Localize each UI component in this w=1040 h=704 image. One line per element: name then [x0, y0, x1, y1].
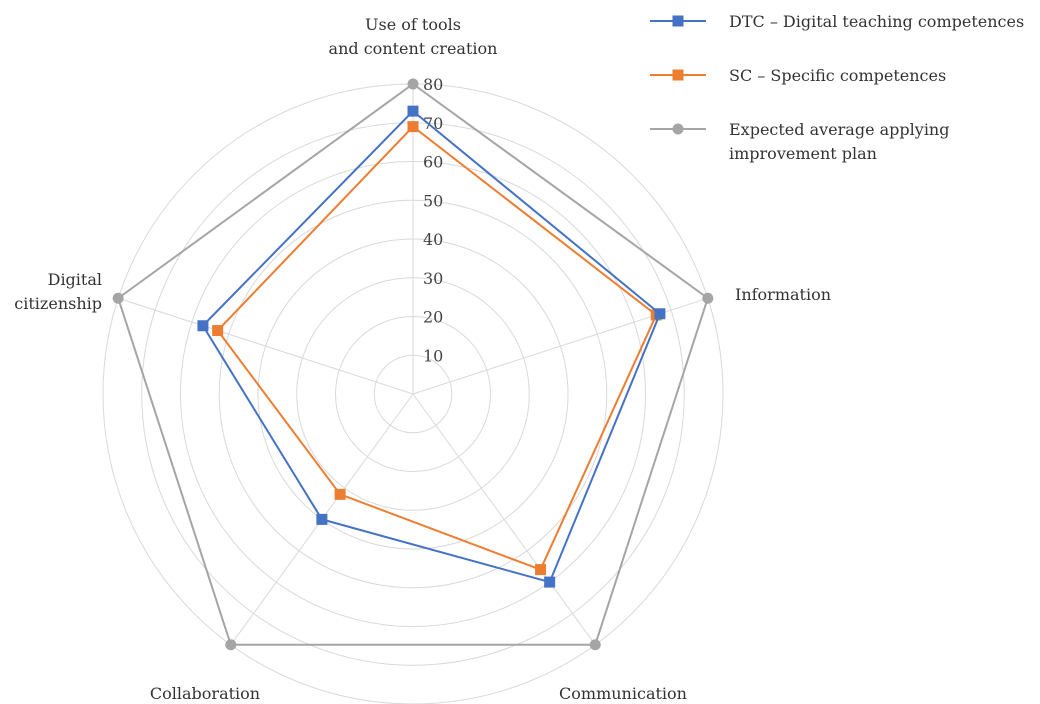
spoke-line [412, 393, 596, 646]
tick-label: 10 [423, 346, 443, 365]
data-point [407, 121, 419, 133]
tick-label: 30 [423, 269, 443, 288]
series-2 [112, 78, 714, 651]
data-point [589, 639, 601, 651]
series-0 [197, 105, 666, 588]
data-point [197, 320, 209, 332]
data-series [112, 78, 714, 651]
data-point [702, 292, 714, 304]
data-point [407, 78, 419, 90]
legend-label: Expected average applying improvement pla… [729, 120, 949, 163]
legend-label: DTC – Digital teaching competences [729, 12, 1024, 31]
data-point [334, 488, 346, 500]
tick-label: 60 [423, 153, 443, 172]
data-point [654, 308, 666, 320]
spoke-line [118, 297, 414, 395]
series-line [117, 82, 709, 646]
tick-label: 20 [423, 308, 443, 327]
legend-swatch-marker [672, 123, 684, 135]
data-point [112, 292, 124, 304]
data-point [316, 513, 328, 525]
legend-label: SC – Specific competences [729, 66, 946, 85]
series-line [216, 125, 658, 571]
category-label: Use of tools and content creation [329, 15, 498, 58]
tick-label: 70 [423, 114, 443, 133]
category-label: Information [735, 285, 831, 304]
tick-label: 40 [423, 230, 443, 249]
data-point [535, 564, 547, 576]
radar-spokes [118, 84, 708, 646]
data-point [212, 325, 224, 337]
data-point [407, 105, 419, 117]
category-label: Digital citizenship [14, 270, 102, 313]
radial-tick-labels: 10 20 30 40 50 60 70 80 [423, 75, 443, 365]
category-labels: Use of tools and content creation Informat… [14, 15, 831, 703]
series-line [201, 109, 662, 584]
data-point [225, 639, 237, 651]
legend-swatch-marker [672, 69, 684, 81]
category-label: Collaboration [150, 684, 260, 703]
legend-swatch-marker [672, 15, 684, 27]
tick-label: 50 [423, 191, 443, 210]
legend: DTC – Digital teaching competences SC – S… [650, 12, 1024, 163]
category-label: Communication [559, 684, 687, 703]
tick-label: 80 [423, 75, 443, 94]
data-point [544, 576, 556, 588]
